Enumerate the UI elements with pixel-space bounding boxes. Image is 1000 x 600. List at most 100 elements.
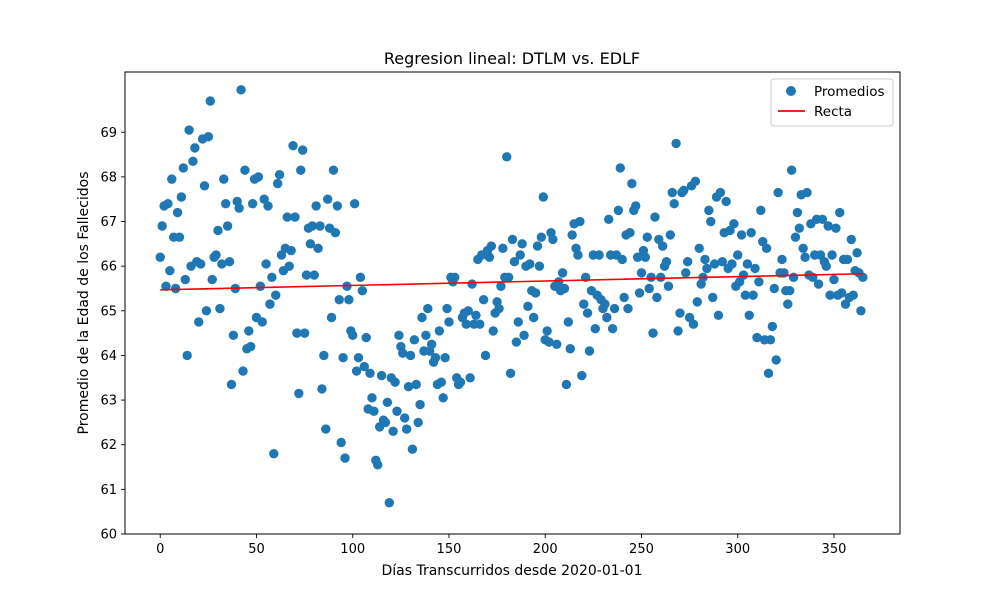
data-point xyxy=(436,377,446,387)
data-point xyxy=(503,272,514,283)
data-point xyxy=(582,308,593,318)
data-point xyxy=(305,239,316,249)
data-point xyxy=(740,290,751,300)
data-point xyxy=(800,252,810,262)
data-point xyxy=(213,225,223,236)
data-point xyxy=(426,339,437,349)
data-point xyxy=(392,406,402,416)
data-point xyxy=(321,424,331,434)
data-point xyxy=(788,272,799,283)
data-point xyxy=(619,292,629,303)
data-point xyxy=(511,337,522,347)
data-point xyxy=(542,326,552,336)
data-point xyxy=(609,303,620,314)
data-point xyxy=(434,326,445,336)
data-point xyxy=(269,448,279,459)
data-point xyxy=(224,257,235,267)
y-tick-label: 62 xyxy=(100,438,117,453)
data-point xyxy=(176,192,187,202)
data-point xyxy=(401,424,412,434)
data-point xyxy=(165,265,175,276)
data-point xyxy=(708,292,718,303)
data-point xyxy=(600,299,610,309)
data-point xyxy=(756,205,766,216)
data-point xyxy=(442,303,452,314)
data-point xyxy=(226,379,237,390)
data-point xyxy=(517,239,527,249)
data-point xyxy=(355,272,366,283)
data-point xyxy=(195,259,206,269)
data-point xyxy=(332,201,343,211)
legend: Promedios Recta xyxy=(770,78,894,127)
data-point xyxy=(790,232,801,242)
data-point xyxy=(353,352,364,363)
data-point xyxy=(201,306,212,316)
data-point xyxy=(835,207,845,218)
data-point xyxy=(423,303,433,314)
data-point xyxy=(750,263,760,274)
y-tick-label: 65 xyxy=(100,304,117,319)
y-tick-label: 61 xyxy=(100,483,117,498)
data-point xyxy=(351,366,362,376)
data-point xyxy=(220,198,231,209)
data-point xyxy=(182,350,192,361)
data-point xyxy=(552,339,562,349)
data-point xyxy=(754,277,764,287)
data-point xyxy=(515,250,525,260)
data-point xyxy=(738,270,749,280)
data-point xyxy=(301,270,312,280)
data-point xyxy=(652,292,662,303)
data-point xyxy=(430,352,441,363)
data-point xyxy=(255,281,266,291)
data-point xyxy=(548,234,558,245)
x-tick-label: 250 xyxy=(629,542,654,557)
data-point xyxy=(559,283,570,294)
data-point xyxy=(632,252,643,262)
data-point xyxy=(557,268,568,278)
data-point xyxy=(627,178,637,189)
data-point xyxy=(657,241,668,251)
data-point xyxy=(729,219,739,229)
data-point xyxy=(817,214,828,224)
data-point xyxy=(317,384,327,394)
data-point xyxy=(388,426,398,437)
data-point xyxy=(675,308,685,318)
data-point xyxy=(246,341,256,352)
data-point xyxy=(161,281,171,291)
data-point xyxy=(334,294,344,305)
data-point xyxy=(509,257,520,267)
legend-marker-promedios xyxy=(786,86,796,96)
data-point xyxy=(715,187,726,198)
data-point xyxy=(348,330,358,341)
data-point xyxy=(496,281,506,291)
data-point xyxy=(390,377,400,387)
data-point xyxy=(234,203,244,213)
data-point xyxy=(340,453,350,463)
data-point xyxy=(671,138,681,149)
data-point xyxy=(846,234,856,245)
x-tick-label: 100 xyxy=(340,542,365,557)
legend-label-recta: Recta xyxy=(814,104,852,120)
data-point xyxy=(525,259,535,269)
data-point xyxy=(577,370,587,381)
data-point xyxy=(238,366,248,376)
data-point xyxy=(709,259,720,269)
data-point xyxy=(400,413,410,423)
data-point xyxy=(253,172,264,182)
data-point xyxy=(519,330,529,341)
data-point xyxy=(494,303,504,314)
data-point xyxy=(240,165,250,175)
data-point xyxy=(786,165,797,175)
regression-line-series xyxy=(160,272,863,291)
data-point xyxy=(502,152,512,162)
data-point xyxy=(344,294,354,305)
data-point xyxy=(704,205,714,216)
data-point xyxy=(663,281,674,291)
data-point xyxy=(602,312,612,323)
data-point xyxy=(528,312,539,323)
data-point xyxy=(475,319,485,329)
data-point xyxy=(615,163,625,173)
data-point xyxy=(467,279,477,289)
data-point xyxy=(669,198,679,209)
